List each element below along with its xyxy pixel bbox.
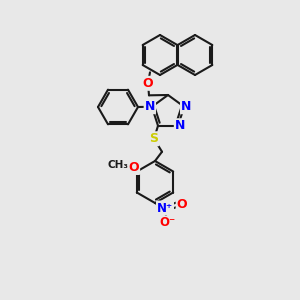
Text: O: O xyxy=(177,197,187,211)
Text: O: O xyxy=(143,77,153,90)
Text: O⁻: O⁻ xyxy=(159,217,175,230)
Text: CH₃: CH₃ xyxy=(107,160,128,170)
Text: N: N xyxy=(181,100,191,113)
Text: S: S xyxy=(149,132,158,145)
Text: O: O xyxy=(128,161,139,174)
Text: N⁺: N⁺ xyxy=(157,202,173,214)
Text: N: N xyxy=(145,100,155,113)
Text: N: N xyxy=(175,119,185,132)
